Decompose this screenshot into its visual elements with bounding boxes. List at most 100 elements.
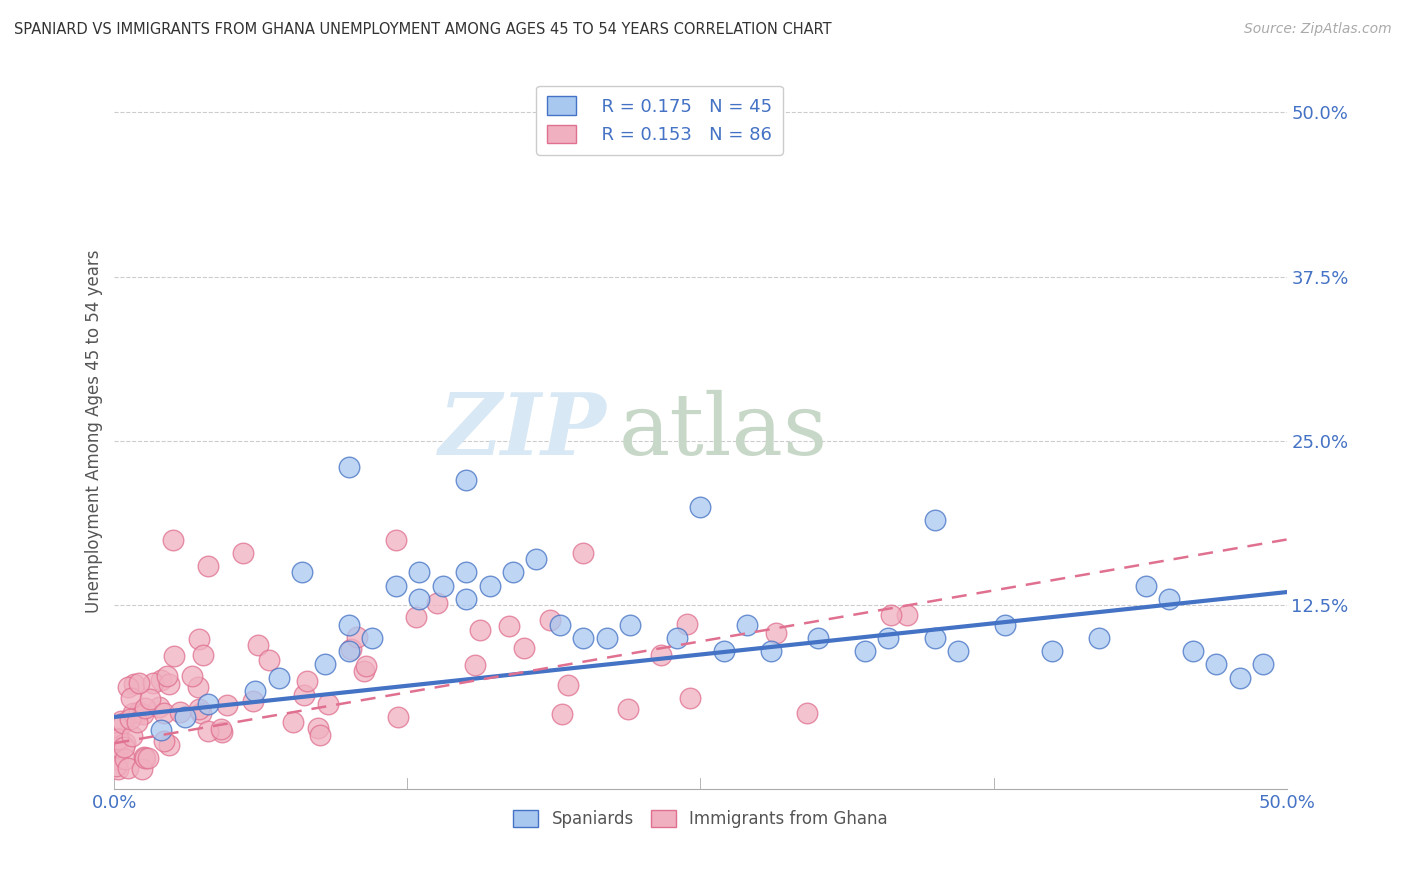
Point: [387, 710, 409, 724]
Point: [337, 460, 360, 475]
Point: [340, 642, 363, 657]
Point: [1135, 578, 1157, 592]
Point: [1088, 631, 1111, 645]
Point: [281, 715, 304, 730]
Point: [291, 566, 314, 580]
Point: [122, 706, 145, 720]
Point: [188, 702, 211, 716]
Point: [114, 752, 136, 766]
Point: [107, 752, 129, 766]
Point: [232, 546, 254, 560]
Point: [257, 653, 280, 667]
Point: [880, 608, 903, 623]
Point: [454, 591, 477, 606]
Point: [117, 761, 139, 775]
Point: [896, 608, 918, 623]
Point: [924, 513, 946, 527]
Point: [551, 707, 574, 722]
Point: [128, 706, 150, 720]
Point: [118, 712, 141, 726]
Point: [596, 631, 619, 645]
Point: [737, 618, 759, 632]
Point: [191, 648, 214, 662]
Point: [156, 668, 179, 682]
Point: [426, 596, 449, 610]
Point: [1251, 657, 1274, 672]
Point: [242, 694, 264, 708]
Point: [470, 623, 492, 637]
Point: [107, 735, 129, 749]
Point: [117, 680, 139, 694]
Point: [111, 716, 134, 731]
Point: [107, 763, 129, 777]
Point: [502, 566, 524, 580]
Point: [689, 500, 711, 514]
Point: [765, 626, 787, 640]
Point: [110, 714, 132, 728]
Point: [215, 698, 238, 712]
Point: [188, 632, 211, 646]
Point: [142, 676, 165, 690]
Point: [162, 533, 184, 547]
Point: [361, 631, 384, 645]
Point: [408, 591, 430, 606]
Point: [173, 710, 195, 724]
Point: [107, 731, 129, 745]
Point: [454, 566, 477, 580]
Point: [948, 644, 970, 658]
Point: [181, 669, 204, 683]
Point: [713, 644, 735, 658]
Point: [120, 691, 142, 706]
Text: SPANIARD VS IMMIGRANTS FROM GHANA UNEMPLOYMENT AMONG AGES 45 TO 54 YEARS CORRELA: SPANIARD VS IMMIGRANTS FROM GHANA UNEMPL…: [14, 22, 832, 37]
Point: [307, 721, 329, 735]
Point: [157, 677, 180, 691]
Point: [308, 727, 330, 741]
Point: [994, 618, 1017, 632]
Point: [353, 664, 375, 678]
Point: [1229, 671, 1251, 685]
Point: [877, 631, 900, 645]
Point: [405, 609, 427, 624]
Point: [197, 723, 219, 738]
Point: [150, 723, 173, 737]
Point: [314, 657, 336, 672]
Point: [478, 578, 501, 592]
Point: [676, 617, 699, 632]
Point: [924, 631, 946, 645]
Point: [1205, 657, 1227, 672]
Point: [247, 638, 270, 652]
Point: [464, 658, 486, 673]
Point: [197, 558, 219, 573]
Point: [105, 740, 128, 755]
Point: [807, 631, 830, 645]
Point: [796, 706, 818, 720]
Point: [432, 578, 454, 592]
Point: [316, 697, 339, 711]
Point: [337, 618, 360, 632]
Point: [128, 676, 150, 690]
Text: Source: ZipAtlas.com: Source: ZipAtlas.com: [1244, 22, 1392, 37]
Point: [112, 740, 135, 755]
Point: [153, 734, 176, 748]
Point: [297, 674, 319, 689]
Point: [138, 692, 160, 706]
Text: atlas: atlas: [619, 390, 828, 473]
Point: [122, 677, 145, 691]
Point: [557, 678, 579, 692]
Point: [157, 738, 180, 752]
Point: [107, 732, 129, 747]
Point: [454, 474, 477, 488]
Point: [526, 552, 548, 566]
Point: [134, 751, 156, 765]
Point: [498, 619, 520, 633]
Point: [125, 714, 148, 729]
Point: [294, 688, 316, 702]
Point: [619, 618, 641, 632]
Point: [132, 707, 155, 722]
Point: [617, 701, 640, 715]
Point: [104, 758, 127, 772]
Point: [150, 673, 173, 688]
Point: [148, 700, 170, 714]
Point: [408, 566, 430, 580]
Point: [853, 644, 876, 658]
